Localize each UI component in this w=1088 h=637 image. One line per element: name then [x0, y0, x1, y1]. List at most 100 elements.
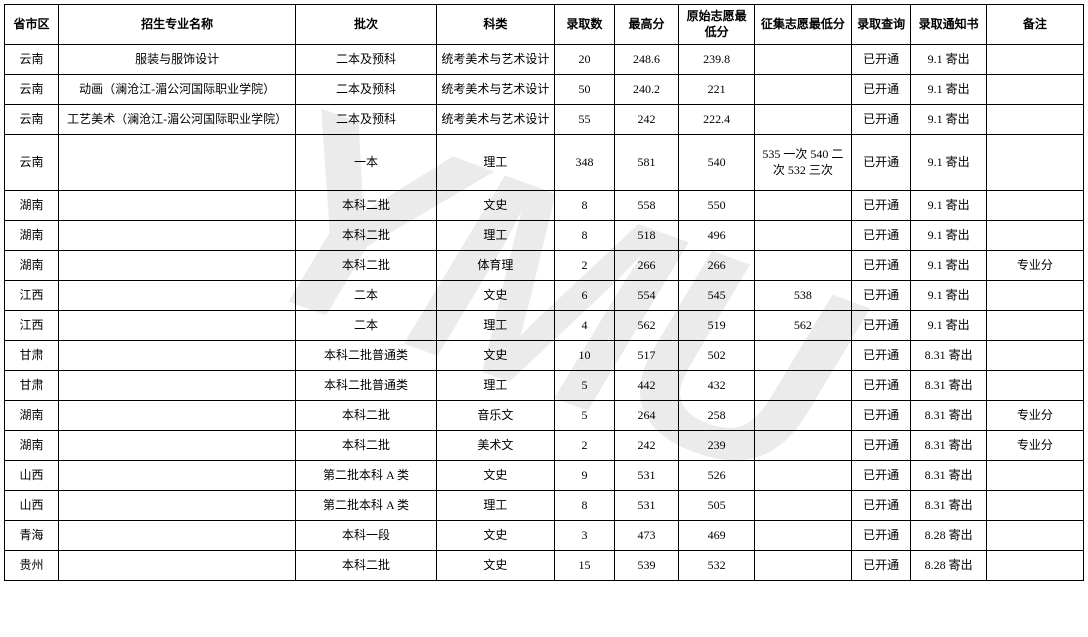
- cell-category: 文史: [436, 341, 555, 371]
- cell-high: 473: [614, 521, 679, 551]
- cell-enroll: 2: [555, 431, 614, 461]
- cell-query: 已开通: [851, 521, 910, 551]
- cell-notice: 9.1 寄出: [911, 105, 987, 135]
- cell-high: 242: [614, 431, 679, 461]
- cell-major: 服装与服饰设计: [58, 45, 295, 75]
- header-batch: 批次: [296, 5, 436, 45]
- cell-query: 已开通: [851, 431, 910, 461]
- cell-batch: 第二批本科 A 类: [296, 461, 436, 491]
- header-enroll-count: 录取数: [555, 5, 614, 45]
- cell-category: 理工: [436, 491, 555, 521]
- cell-collectmin: [754, 75, 851, 105]
- cell-notice: 8.28 寄出: [911, 521, 987, 551]
- header-province: 省市区: [5, 5, 59, 45]
- cell-province: 青海: [5, 521, 59, 551]
- cell-enroll: 2: [555, 251, 614, 281]
- cell-origmin: 432: [679, 371, 755, 401]
- cell-query: 已开通: [851, 105, 910, 135]
- cell-batch: 本科二批普通类: [296, 371, 436, 401]
- cell-notice: 9.1 寄出: [911, 45, 987, 75]
- cell-query: 已开通: [851, 135, 910, 191]
- cell-major: [58, 491, 295, 521]
- cell-enroll: 15: [555, 551, 614, 581]
- cell-province: 云南: [5, 105, 59, 135]
- cell-category: 美术文: [436, 431, 555, 461]
- cell-collectmin: 535 一次 540 二次 532 三次: [754, 135, 851, 191]
- cell-high: 581: [614, 135, 679, 191]
- cell-collectmin: [754, 251, 851, 281]
- cell-query: 已开通: [851, 191, 910, 221]
- cell-high: 240.2: [614, 75, 679, 105]
- header-collect-min: 征集志愿最低分: [754, 5, 851, 45]
- cell-province: 湖南: [5, 431, 59, 461]
- cell-collectmin: [754, 45, 851, 75]
- cell-category: 理工: [436, 311, 555, 341]
- cell-notice: 8.31 寄出: [911, 371, 987, 401]
- cell-enroll: 5: [555, 371, 614, 401]
- cell-major: [58, 371, 295, 401]
- cell-province: 云南: [5, 135, 59, 191]
- cell-category: 理工: [436, 371, 555, 401]
- cell-query: 已开通: [851, 45, 910, 75]
- cell-query: 已开通: [851, 221, 910, 251]
- cell-batch: 一本: [296, 135, 436, 191]
- cell-high: 442: [614, 371, 679, 401]
- table-row: 湖南本科二批体育理2266266已开通9.1 寄出专业分: [5, 251, 1084, 281]
- table-body: 云南服装与服饰设计二本及预科统考美术与艺术设计20248.6239.8已开通9.…: [5, 45, 1084, 581]
- cell-collectmin: 538: [754, 281, 851, 311]
- cell-high: 531: [614, 461, 679, 491]
- header-query: 录取查询: [851, 5, 910, 45]
- cell-collectmin: [754, 551, 851, 581]
- cell-province: 湖南: [5, 251, 59, 281]
- cell-remark: [986, 461, 1083, 491]
- cell-enroll: 8: [555, 221, 614, 251]
- cell-batch: 第二批本科 A 类: [296, 491, 436, 521]
- table-row: 甘肃本科二批普通类理工5442432已开通8.31 寄出: [5, 371, 1084, 401]
- cell-origmin: 258: [679, 401, 755, 431]
- cell-origmin: 550: [679, 191, 755, 221]
- cell-remark: [986, 281, 1083, 311]
- cell-category: 文史: [436, 551, 555, 581]
- cell-query: 已开通: [851, 311, 910, 341]
- cell-batch: 本科二批: [296, 401, 436, 431]
- table-row: 山西第二批本科 A 类文史9531526已开通8.31 寄出: [5, 461, 1084, 491]
- cell-collectmin: [754, 521, 851, 551]
- cell-province: 山西: [5, 491, 59, 521]
- cell-enroll: 348: [555, 135, 614, 191]
- cell-category: 音乐文: [436, 401, 555, 431]
- table-header-row: 省市区 招生专业名称 批次 科类 录取数 最高分 原始志愿最低分 征集志愿最低分…: [5, 5, 1084, 45]
- cell-category: 文史: [436, 281, 555, 311]
- cell-query: 已开通: [851, 75, 910, 105]
- cell-origmin: 502: [679, 341, 755, 371]
- cell-province: 甘肃: [5, 371, 59, 401]
- cell-enroll: 55: [555, 105, 614, 135]
- cell-remark: [986, 521, 1083, 551]
- table-row: 青海本科一段文史3473469已开通8.28 寄出: [5, 521, 1084, 551]
- cell-query: 已开通: [851, 401, 910, 431]
- cell-remark: [986, 311, 1083, 341]
- cell-high: 539: [614, 551, 679, 581]
- cell-collectmin: [754, 221, 851, 251]
- table-row: 贵州本科二批文史15539532已开通8.28 寄出: [5, 551, 1084, 581]
- cell-province: 江西: [5, 311, 59, 341]
- cell-high: 558: [614, 191, 679, 221]
- cell-query: 已开通: [851, 341, 910, 371]
- cell-query: 已开通: [851, 551, 910, 581]
- header-high-score: 最高分: [614, 5, 679, 45]
- header-remark: 备注: [986, 5, 1083, 45]
- cell-query: 已开通: [851, 491, 910, 521]
- cell-batch: 本科二批: [296, 221, 436, 251]
- cell-high: 248.6: [614, 45, 679, 75]
- cell-enroll: 5: [555, 401, 614, 431]
- table-row: 甘肃本科二批普通类文史10517502已开通8.31 寄出: [5, 341, 1084, 371]
- cell-province: 云南: [5, 45, 59, 75]
- cell-remark: [986, 341, 1083, 371]
- cell-major: [58, 191, 295, 221]
- cell-collectmin: [754, 461, 851, 491]
- cell-notice: 9.1 寄出: [911, 251, 987, 281]
- cell-category: 文史: [436, 521, 555, 551]
- cell-notice: 8.28 寄出: [911, 551, 987, 581]
- cell-high: 562: [614, 311, 679, 341]
- cell-collectmin: [754, 401, 851, 431]
- cell-major: [58, 551, 295, 581]
